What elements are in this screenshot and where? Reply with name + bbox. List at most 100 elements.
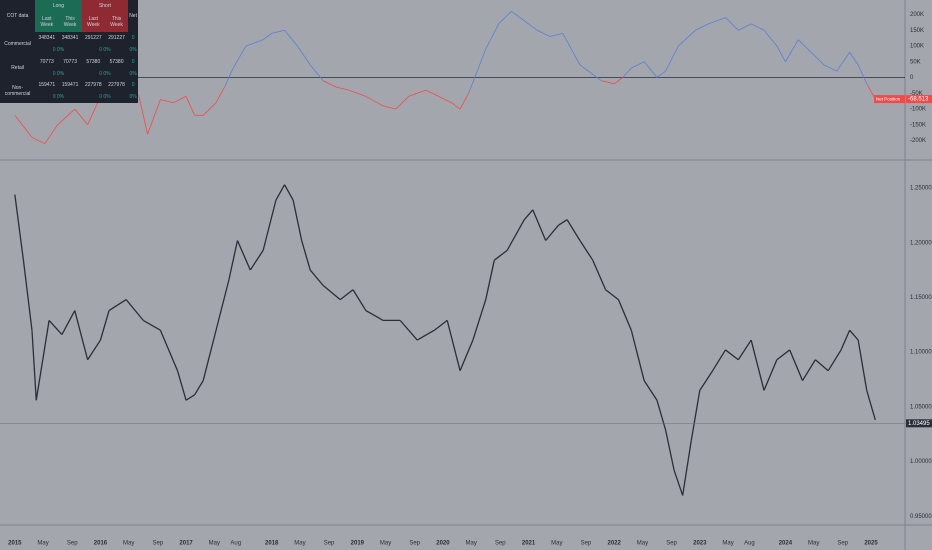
y-tick-label: -100K [910, 107, 926, 113]
y-tick-label: 1.15000 [910, 295, 932, 301]
line-segment [335, 86, 349, 91]
line-segment [750, 23, 765, 31]
table-row: 0 0% 0 0% 0% [0, 68, 138, 80]
line-segment [664, 429, 675, 471]
table-cell: 159471 [38, 82, 56, 89]
line-segment [57, 108, 76, 126]
x-tick-label: Sep [837, 541, 848, 547]
table-cell: 291227 [84, 35, 102, 42]
x-tick-label: May [551, 541, 562, 547]
x-tick-label: 2015 [8, 541, 22, 547]
line-segment [74, 310, 89, 360]
line-segment [14, 115, 33, 138]
line-segment [857, 64, 868, 84]
line-segment [558, 219, 568, 226]
y-tick-label: 0.95000 [910, 514, 932, 520]
line-segment [322, 284, 341, 301]
x-tick-label: 2019 [351, 541, 365, 547]
line-segment [425, 89, 439, 97]
line-segment [823, 64, 837, 72]
line-segment [656, 70, 666, 78]
line-segment [173, 96, 187, 104]
line-segment [176, 370, 187, 401]
line-segment [617, 299, 632, 331]
line-segment [446, 320, 461, 371]
table-cell: 0% [129, 70, 137, 77]
line-segment [849, 329, 859, 341]
line-segment [22, 260, 33, 331]
line-segment [725, 17, 739, 31]
line-segment [236, 240, 251, 271]
table-cell: Last Week [35, 11, 59, 33]
x-tick-label: May [722, 541, 733, 547]
table-cell: 0% [129, 94, 137, 101]
line-segment [665, 45, 679, 72]
x-tick-label: Sep [495, 541, 506, 547]
table-cell: Retail [11, 64, 24, 71]
y-tick-label: 150K [910, 28, 924, 34]
x-tick-label: Sep [152, 541, 163, 547]
line-segment [262, 33, 272, 40]
line-segment [866, 83, 876, 100]
table-cell: 57380 [109, 58, 124, 65]
line-segment [536, 29, 551, 37]
line-segment [147, 99, 161, 135]
x-tick-label: May [808, 541, 819, 547]
line-segment [566, 219, 581, 241]
table-cell: Short [81, 0, 129, 12]
line-segment [763, 359, 778, 391]
x-tick-label: May [294, 541, 305, 547]
x-tick-label: Sep [324, 541, 335, 547]
y-tick-label: 200K [910, 12, 924, 18]
line-segment [738, 23, 752, 31]
line-segment [194, 380, 204, 396]
line-segment [673, 470, 684, 496]
table-cell: This Week [104, 11, 129, 33]
line-segment [656, 400, 667, 430]
line-segment [866, 390, 876, 421]
x-tick-label: Aug [744, 541, 755, 547]
line-segment [695, 23, 709, 31]
line-segment [322, 80, 337, 88]
line-segment [631, 61, 645, 69]
line-segment [498, 11, 512, 25]
line-segment [579, 240, 594, 261]
table-row: 0 0% 0 0% 0% [0, 44, 138, 56]
y-tick-label: 50K [910, 59, 921, 65]
line-segment [309, 269, 324, 286]
line-segment [438, 96, 452, 104]
line-segment [185, 96, 196, 116]
y-tick-label: 1.10000 [910, 350, 932, 356]
x-tick-label: 2022 [607, 541, 621, 547]
x-tick-label: May [209, 541, 220, 547]
table-cell: COT data [6, 13, 29, 20]
line-segment [613, 77, 623, 85]
table-cell: 0 [131, 58, 135, 65]
line-segment [202, 330, 217, 381]
x-tick-label: 2023 [693, 541, 707, 547]
table-cell: Non-commercial [4, 85, 31, 98]
line-segment [763, 29, 778, 47]
table-cell: 70773 [63, 58, 77, 65]
line-segment [352, 289, 367, 311]
line-segment [215, 86, 225, 103]
line-segment [459, 93, 469, 110]
x-tick-label: Sep [67, 541, 78, 547]
line-segment [108, 299, 127, 312]
table-cell: 0 0% [52, 94, 65, 101]
table-cell: 159471 [61, 82, 79, 89]
y-tick-label: 1.20000 [910, 240, 932, 246]
series-label-box [874, 95, 905, 104]
line-segment [485, 23, 499, 50]
line-segment [433, 319, 448, 331]
line-segment [61, 310, 76, 335]
line-segment [215, 279, 230, 331]
line-segment [506, 219, 525, 251]
table-cell: 348341 [38, 35, 56, 42]
x-tick-label: May [637, 541, 648, 547]
x-tick-label: Aug [230, 541, 241, 547]
y-tick-label: 1.05000 [910, 404, 932, 410]
line-segment [810, 51, 825, 66]
table-cell: 227978 [108, 82, 125, 89]
